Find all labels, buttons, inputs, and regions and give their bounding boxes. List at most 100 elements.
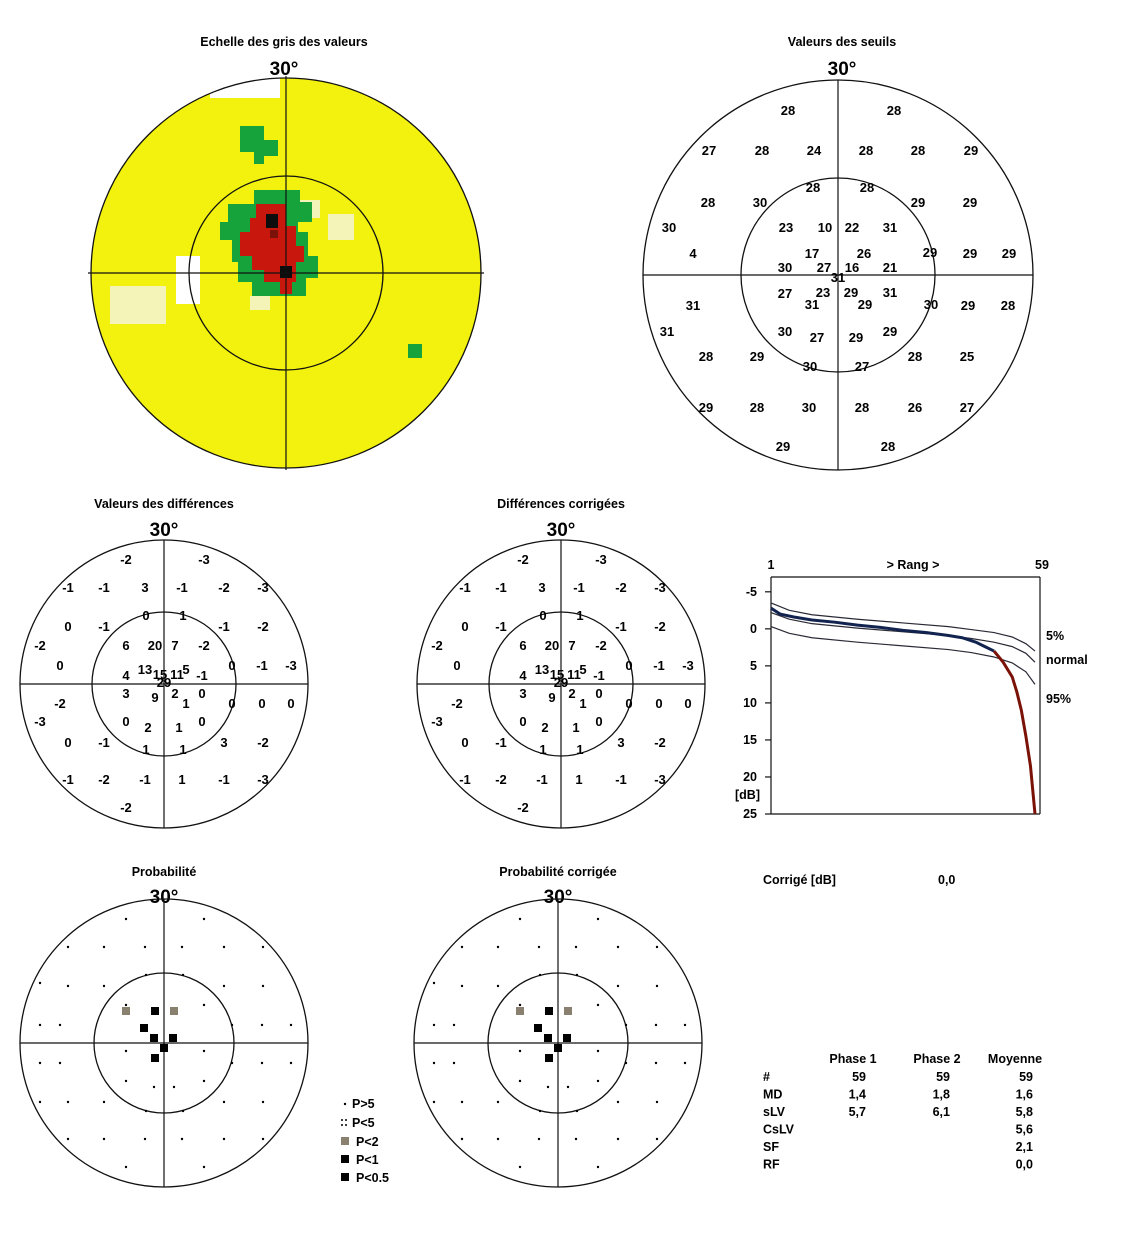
probability-dot	[432, 1061, 436, 1065]
chart-y-tick-label: -5	[746, 585, 757, 599]
probability-dot	[143, 945, 147, 949]
probability-dot	[38, 1100, 42, 1104]
probability-corrected-title: Probabilité corrigée	[499, 865, 616, 879]
threshold-value: 29	[844, 285, 858, 300]
difference-value: 0	[142, 608, 149, 623]
difference-value: -1	[615, 619, 627, 634]
greyscale-title: Echelle des gris des valeurs	[200, 35, 367, 49]
difference-value: -2	[654, 735, 666, 750]
difference-value: 1	[576, 608, 583, 623]
probability-dot	[172, 1085, 176, 1089]
summary-row-label: #	[763, 1070, 770, 1084]
corrected-label: Corrigé [dB]	[763, 873, 836, 887]
corrected-differences-angle: 30°	[547, 520, 576, 541]
difference-value: 1	[178, 772, 185, 787]
difference-value: 0	[655, 696, 662, 711]
probability-dot	[58, 1061, 62, 1065]
probability-dot	[432, 1023, 436, 1027]
difference-value: 0	[519, 714, 526, 729]
probability-dot	[222, 945, 226, 949]
threshold-value: 30	[803, 359, 817, 374]
threshold-value: 27	[810, 330, 824, 345]
difference-value: -1	[139, 772, 151, 787]
probability-dot	[102, 984, 106, 988]
probability-dot	[202, 917, 206, 921]
difference-value: 2	[568, 686, 575, 701]
difference-value: 29	[157, 675, 171, 690]
thresholds-angle: 30°	[828, 59, 857, 80]
header-average: Moyenne	[988, 1052, 1042, 1066]
probability-dot	[66, 984, 70, 988]
chart-limit-curve	[770, 602, 1036, 652]
threshold-value: 28	[1001, 298, 1015, 313]
greyscale-blank-corner	[420, 420, 481, 468]
probability-legend: P>5 P<5 P<2 P<1 P<0.5	[341, 1097, 389, 1185]
probability-dot	[180, 945, 184, 949]
legend-label-p05: P<0.5	[356, 1171, 389, 1185]
difference-value: -1	[459, 580, 471, 595]
probability-dot	[655, 945, 659, 949]
threshold-value: 30	[924, 297, 938, 312]
probability-dot	[152, 1085, 156, 1089]
threshold-value: 30	[753, 195, 767, 210]
probability-dot	[574, 945, 578, 949]
threshold-value: 28	[881, 439, 895, 454]
greyscale-angle: 30°	[270, 59, 299, 80]
probability-dot	[655, 984, 659, 988]
threshold-value: 25	[960, 349, 974, 364]
difference-value: -2	[54, 696, 66, 711]
difference-value: -1	[98, 619, 110, 634]
threshold-value: 29	[883, 324, 897, 339]
difference-value: -2	[451, 696, 463, 711]
difference-value: 13	[535, 662, 549, 677]
probability-dot	[537, 945, 541, 949]
probability-dot	[180, 1137, 184, 1141]
probability-dot	[66, 1100, 70, 1104]
greyscale-blind-spot	[176, 256, 200, 304]
threshold-value: 27	[702, 143, 716, 158]
probability-dot	[102, 945, 106, 949]
probability-square	[170, 1007, 178, 1015]
probability-dot	[616, 1100, 620, 1104]
threshold-value: 31	[883, 285, 897, 300]
difference-value: -1	[459, 772, 471, 787]
legend-label-p1: P<1	[356, 1153, 379, 1167]
probability-dot	[260, 1061, 264, 1065]
difference-value: -2	[615, 580, 627, 595]
summary-phase2-value: 59	[936, 1070, 950, 1084]
chart-patient-curve-defect	[992, 650, 1037, 815]
threshold-value: 17	[805, 246, 819, 261]
difference-value: 20	[148, 638, 162, 653]
difference-value: 5	[182, 662, 189, 677]
probability-dot	[596, 917, 600, 921]
difference-value: 0	[258, 696, 265, 711]
threshold-value: 26	[857, 246, 871, 261]
probability-dot	[432, 981, 436, 985]
difference-value: 3	[141, 580, 148, 595]
probability-dot	[202, 1079, 206, 1083]
difference-value: 0	[198, 686, 205, 701]
probability-dot	[575, 973, 579, 977]
probability-dot	[596, 1079, 600, 1083]
probability-dot	[596, 1049, 600, 1053]
probability-dot	[624, 1061, 628, 1065]
difference-value: -3	[34, 714, 46, 729]
threshold-value: 4	[689, 246, 697, 261]
threshold-value: 29	[858, 297, 872, 312]
greyscale-mild-patch	[240, 126, 278, 164]
probability-dot	[261, 945, 265, 949]
summary-row-label: SF	[763, 1140, 779, 1154]
difference-value: 0	[198, 714, 205, 729]
header-phase2: Phase 2	[913, 1052, 960, 1066]
probability-dot	[624, 1023, 628, 1027]
probability-dot	[102, 1100, 106, 1104]
probability-dot	[38, 1061, 42, 1065]
threshold-value: 30	[778, 324, 792, 339]
difference-value: -2	[495, 772, 507, 787]
probability-square	[160, 1044, 168, 1052]
summary-average-value: 2,1	[1016, 1140, 1033, 1154]
probability-dot	[546, 1085, 550, 1089]
probability-square	[140, 1024, 148, 1032]
probability-dot	[230, 1061, 234, 1065]
